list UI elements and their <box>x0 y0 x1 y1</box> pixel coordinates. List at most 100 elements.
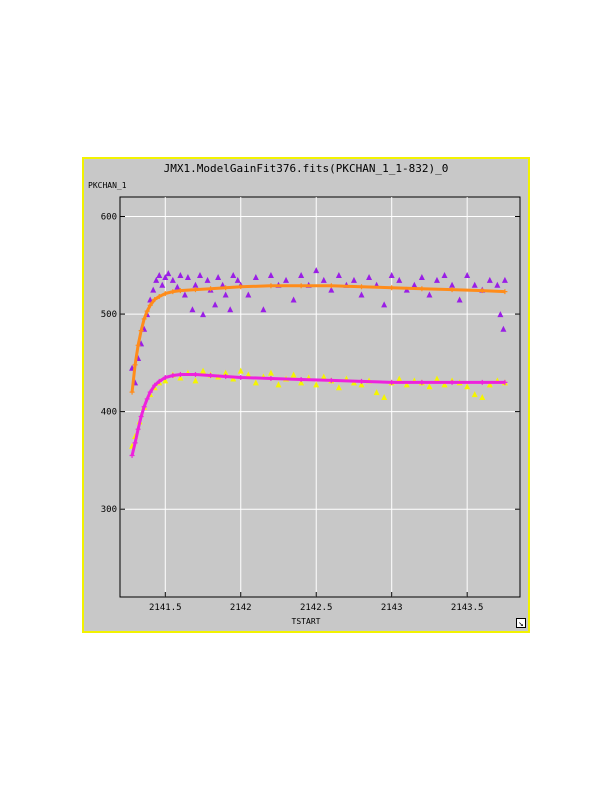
data-point <box>165 270 172 277</box>
data-point <box>267 272 274 279</box>
data-point <box>381 394 388 400</box>
fit-point <box>359 284 365 290</box>
data-point <box>479 394 486 400</box>
fit-point <box>144 308 150 314</box>
fit-point <box>502 289 508 295</box>
series-0 <box>129 267 508 386</box>
fit-point <box>162 374 168 380</box>
data-point <box>497 311 504 318</box>
data-point <box>381 301 388 308</box>
data-point <box>189 306 196 313</box>
data-point <box>464 383 471 390</box>
fit-point <box>129 453 135 459</box>
data-point <box>335 272 342 279</box>
data-point <box>227 306 234 313</box>
data-point <box>433 276 440 283</box>
data-point <box>373 389 380 396</box>
data-point <box>388 272 395 279</box>
data-point <box>501 276 508 283</box>
data-point <box>464 272 471 279</box>
x-axis-label: TSTART <box>291 617 321 626</box>
data-point <box>486 276 493 283</box>
y-axis-label: PKCHAN_1 <box>88 181 127 190</box>
data-point <box>222 291 229 298</box>
data-point <box>184 274 191 280</box>
fit-point <box>144 396 150 402</box>
data-point <box>159 281 166 288</box>
fit-point <box>389 379 395 385</box>
resize-handle-icon[interactable]: ↘ <box>516 618 526 629</box>
fit-point <box>135 342 141 348</box>
fit-point <box>192 372 198 378</box>
fit-point <box>132 362 138 368</box>
data-point <box>181 291 188 298</box>
fit-point <box>479 379 485 385</box>
data-point <box>426 383 433 390</box>
data-point <box>290 371 297 378</box>
data-point <box>471 281 478 288</box>
data-point <box>192 377 199 384</box>
data-point <box>313 267 320 274</box>
tick-layer: 2141.5 2142 2142.5 2143 2143.5 300 400 500 600 <box>101 213 520 613</box>
data-point <box>283 276 290 283</box>
fit-point <box>135 426 141 432</box>
fit-point <box>152 296 158 302</box>
data-point <box>177 374 184 381</box>
data-point <box>162 274 169 280</box>
y-tick-label: 300 <box>101 505 117 515</box>
x-tick-label: 2143.5 <box>451 603 484 613</box>
data-point <box>298 379 305 386</box>
x-tick-label: 2141.5 <box>149 603 182 613</box>
fit-point <box>298 283 304 289</box>
y-tick-label: 500 <box>101 310 117 320</box>
fit-point <box>138 414 144 420</box>
y-tick-label: 400 <box>101 408 117 418</box>
data-point <box>396 375 403 382</box>
data-point <box>358 291 365 298</box>
data-point <box>177 272 184 279</box>
fit-point <box>192 287 198 293</box>
fit-point <box>156 378 162 384</box>
fit-point <box>129 389 135 395</box>
data-point <box>234 276 241 283</box>
fit-point <box>238 284 244 290</box>
data-point <box>212 301 219 308</box>
data-point <box>153 276 160 283</box>
x-tick-label: 2143 <box>381 603 403 613</box>
data-point <box>215 274 222 280</box>
fit-point <box>147 302 153 308</box>
fit-point <box>170 373 176 379</box>
series-3 <box>129 372 508 459</box>
y-tick-label: 600 <box>101 213 117 223</box>
fit-point <box>132 440 138 446</box>
fit-point <box>156 294 162 300</box>
data-point <box>204 276 211 283</box>
data-point <box>219 281 226 288</box>
data-point <box>433 375 440 382</box>
data-point <box>426 291 433 298</box>
fit-point <box>152 382 158 388</box>
data-point <box>290 296 297 303</box>
data-point <box>245 291 252 298</box>
fit-point <box>223 374 229 380</box>
data-point <box>230 272 237 279</box>
data-point <box>252 274 259 280</box>
chart-title: JMX1.ModelGainFit376.fits(PKCHAN_1_1-832… <box>163 162 449 175</box>
fit-point <box>141 316 147 322</box>
data-point <box>197 272 203 279</box>
fit-point <box>177 372 183 378</box>
plot-window: JMX1.ModelGainFit376.fits(PKCHAN_1_1-832… <box>82 157 530 633</box>
data-point <box>456 296 463 303</box>
fit-point <box>223 285 229 291</box>
fit-point <box>419 286 425 292</box>
fit-point <box>449 379 455 385</box>
fit-point <box>170 289 176 295</box>
data-point <box>237 367 244 374</box>
fit-point <box>138 328 144 334</box>
data-point <box>200 311 207 318</box>
data-point <box>260 306 267 313</box>
fit-point <box>208 286 214 292</box>
fit-point <box>328 283 334 289</box>
data-point <box>320 373 327 380</box>
data-point <box>313 381 320 388</box>
